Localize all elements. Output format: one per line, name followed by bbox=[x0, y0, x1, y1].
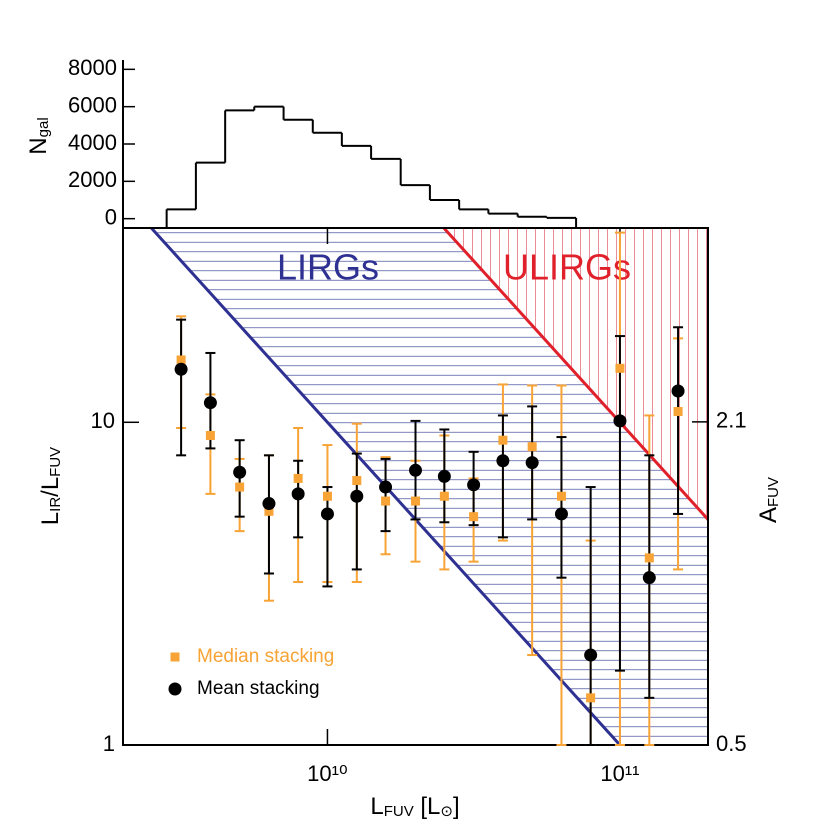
data-point bbox=[584, 648, 598, 662]
y2-tick-label: 2.1 bbox=[716, 408, 747, 433]
data-point bbox=[642, 571, 656, 585]
x-axis-label: LFUV [L⊙] bbox=[370, 793, 459, 820]
data-point bbox=[673, 407, 683, 417]
plot-layer: 0 2000 4000 6000 8000 Ngal LIRGs ULIRGs 10¹⁰ 10¹¹… bbox=[25, 55, 782, 820]
y2-axis-label-part: FUV bbox=[765, 477, 782, 507]
data-point bbox=[615, 363, 625, 373]
y-tick-label: 0 bbox=[105, 204, 117, 229]
data-point bbox=[233, 465, 247, 479]
data-point bbox=[556, 491, 566, 501]
data-point bbox=[205, 431, 215, 441]
plot-frame bbox=[122, 227, 709, 746]
y-tick-label: 10 bbox=[91, 408, 115, 433]
y-axis-label: Ngal bbox=[25, 117, 52, 154]
y-axis-label: LIR/LFUV bbox=[37, 447, 64, 525]
x-axis-label-part: [L bbox=[414, 793, 441, 820]
data-point bbox=[496, 454, 510, 468]
hatch-layer bbox=[151, 228, 708, 745]
y2-axis-label-part: A bbox=[755, 507, 782, 523]
data-point bbox=[469, 512, 479, 522]
data-point bbox=[293, 473, 303, 483]
data-point bbox=[527, 442, 537, 452]
x-tick-label: 10¹¹ bbox=[600, 761, 639, 786]
data-point bbox=[437, 469, 451, 483]
y2-tick-label: 0.5 bbox=[716, 731, 747, 756]
y-axis-label-part: /L bbox=[37, 477, 64, 497]
y-tick-label: 8000 bbox=[68, 55, 117, 80]
data-point bbox=[439, 491, 449, 501]
x-axis-label-part: FUV bbox=[384, 803, 414, 820]
data-point bbox=[322, 491, 332, 501]
reference-line bbox=[442, 226, 710, 521]
data-point bbox=[586, 693, 596, 703]
data-point bbox=[264, 506, 274, 516]
region-label: LIRGs bbox=[277, 247, 379, 288]
y2-axis-label: AFUV bbox=[755, 477, 782, 523]
x-axis-label-part: ⊙ bbox=[440, 803, 453, 820]
y-tick-label: 4000 bbox=[68, 130, 117, 155]
data-point bbox=[467, 478, 481, 492]
data-point bbox=[320, 507, 334, 521]
legend-marker bbox=[170, 652, 180, 662]
data-point bbox=[352, 476, 362, 486]
x-axis-label-part: L bbox=[370, 793, 383, 820]
data-point bbox=[613, 414, 627, 428]
data-point bbox=[203, 396, 217, 410]
data-point bbox=[554, 507, 568, 521]
data-point bbox=[379, 480, 393, 494]
data-point bbox=[235, 482, 245, 492]
y-tick-label: 2000 bbox=[68, 167, 117, 192]
data-point bbox=[644, 553, 654, 563]
data-point bbox=[381, 496, 391, 506]
y-axis-label-part: L bbox=[37, 512, 64, 525]
legend-label: Mean stacking bbox=[197, 678, 320, 699]
data-point bbox=[525, 456, 539, 470]
data-point bbox=[411, 496, 420, 506]
data-point bbox=[671, 384, 685, 398]
y-tick-label: 1 bbox=[103, 731, 115, 756]
data-point bbox=[176, 355, 186, 365]
region-label: ULIRGs bbox=[503, 247, 631, 288]
y-axis-label-part: IR bbox=[47, 497, 64, 512]
data-point bbox=[262, 497, 276, 511]
data-point bbox=[409, 463, 422, 477]
x-axis-label-part: ] bbox=[453, 793, 460, 820]
data-point bbox=[291, 487, 305, 501]
y-axis-label-part: N bbox=[25, 137, 52, 154]
y-axis-label-part: FUV bbox=[47, 447, 64, 477]
x-tick-label: 10¹⁰ bbox=[307, 761, 348, 786]
data-point bbox=[350, 489, 364, 503]
y-axis-label-part: gal bbox=[35, 117, 52, 137]
data-point bbox=[174, 362, 188, 376]
legend-marker bbox=[168, 682, 182, 696]
lirg-hatch bbox=[151, 228, 708, 745]
data-point bbox=[498, 435, 508, 445]
legend-label: Median stacking bbox=[197, 646, 334, 667]
y-tick-label: 6000 bbox=[68, 92, 117, 117]
